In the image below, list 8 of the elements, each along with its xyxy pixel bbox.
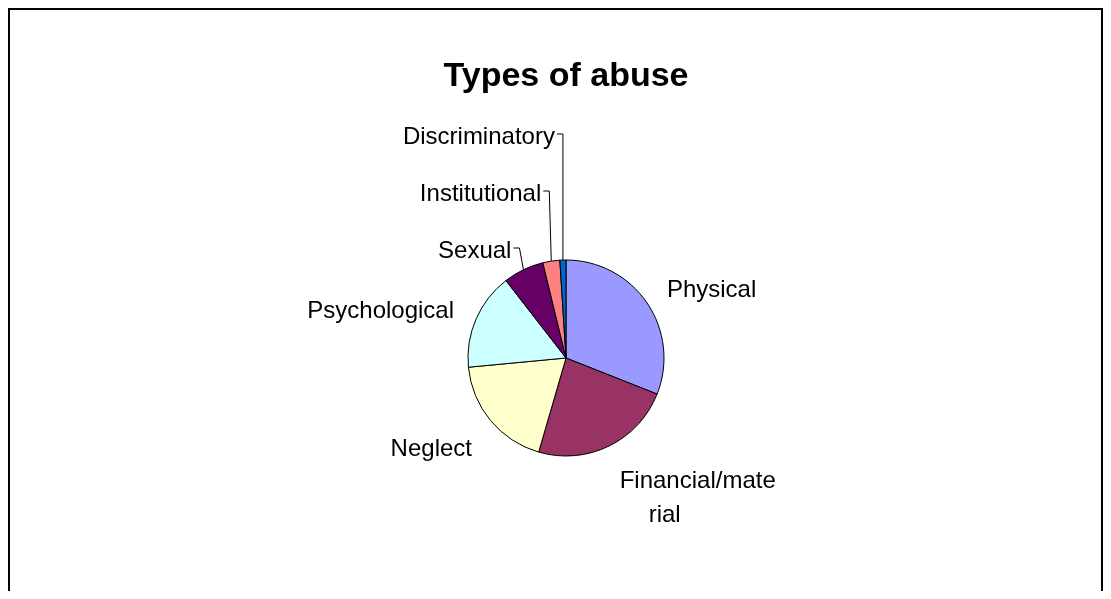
slice-label: Discriminatory (402, 122, 555, 149)
slice-label: Physical (666, 275, 757, 303)
slice-label: Institutional (419, 179, 542, 206)
slice-label: Financial/material (619, 465, 776, 527)
chart-title: Types of abuse (443, 55, 689, 93)
slice-label: Psychological (307, 295, 455, 323)
slice-label: Neglect (390, 433, 473, 461)
slice-label: Sexual (438, 236, 512, 263)
